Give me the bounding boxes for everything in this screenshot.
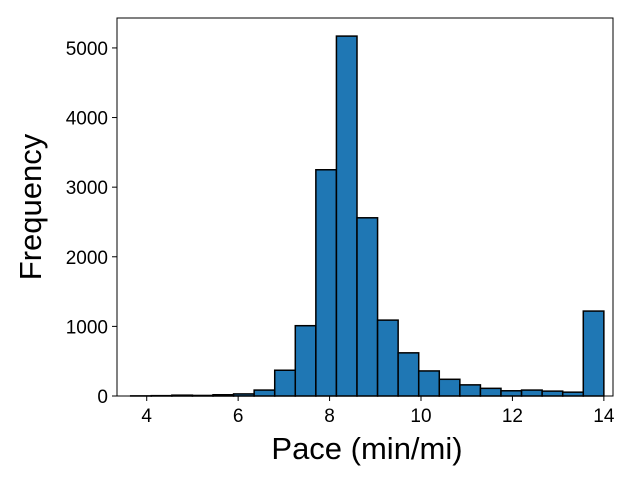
histogram-bar xyxy=(561,391,585,397)
histogram-bar xyxy=(376,319,399,397)
histogram-bar xyxy=(315,169,338,397)
histogram-bar xyxy=(520,389,543,397)
y-tick-label: 4000 xyxy=(66,109,108,130)
histogram-bar xyxy=(294,324,317,397)
histogram-bar xyxy=(397,352,420,397)
histogram-bar xyxy=(500,390,523,397)
histogram-bar xyxy=(417,370,441,397)
histogram-bar xyxy=(356,217,379,397)
x-tick-label: 8 xyxy=(324,406,335,427)
axes-frame xyxy=(116,17,614,397)
x-tick-label: 12 xyxy=(502,406,523,427)
histogram-bar xyxy=(438,378,461,397)
x-tick-label: 6 xyxy=(233,406,244,427)
y-axis-ticks: 0 1000 2000 3000 4000 5000 xyxy=(66,39,117,408)
y-tick-label: 1000 xyxy=(66,317,108,338)
histogram-bar xyxy=(335,35,358,397)
x-axis-ticks: 4 6 8 10 12 14 xyxy=(141,396,615,427)
y-tick-label: 3000 xyxy=(66,178,108,199)
x-tick-label: 4 xyxy=(141,406,152,427)
y-axis-title: Frequency xyxy=(13,133,48,280)
bars-group xyxy=(129,35,605,397)
x-axis-title: Pace (min/mi) xyxy=(271,431,462,466)
histogram-bar xyxy=(459,384,482,397)
y-tick-label: 5000 xyxy=(66,39,108,60)
y-tick-label: 0 xyxy=(97,387,108,408)
histogram-bar xyxy=(479,387,502,397)
histogram-bar xyxy=(541,390,564,397)
histogram-bar xyxy=(582,310,605,397)
histogram-bar xyxy=(253,389,276,397)
histogram-bar xyxy=(273,369,297,397)
x-tick-label: 14 xyxy=(593,406,615,427)
y-tick-label: 2000 xyxy=(66,248,108,269)
x-tick-label: 10 xyxy=(410,406,431,427)
